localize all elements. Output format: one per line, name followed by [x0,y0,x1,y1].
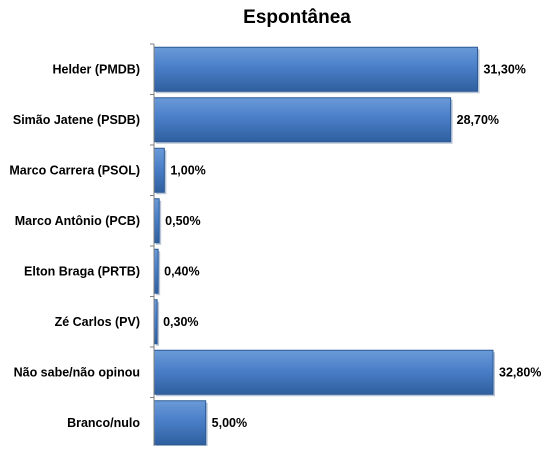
data-label: 0,50% [165,214,200,228]
category-label: Não sabe/não opinou [14,365,140,379]
bar-7 [153,400,207,446]
bar-4 [153,248,159,294]
bar-3 [153,198,160,244]
bars-group: Helder (PMDB) 31,30% Simão Jatene (PSDB) 28… [9,43,541,447]
bar-0 [153,46,478,92]
category-label: Branco/nulo [67,416,140,430]
data-label: 0,40% [164,264,199,278]
chart-title: Espontânea [243,7,351,28]
bar-2 [153,147,165,193]
category-label: Helder (PMDB) [52,62,140,76]
bar-6 [153,349,494,395]
data-label: 5,00% [212,416,247,430]
data-label: 32,80% [499,365,541,379]
data-label: 28,70% [457,113,499,127]
data-label: 0,30% [163,315,198,329]
category-label: Marco Antônio (PCB) [15,214,140,228]
bar-1 [153,97,452,143]
data-label: 1,00% [170,163,205,177]
data-label: 31,30% [483,62,525,76]
category-label: Elton Braga (PRTB) [24,264,140,278]
category-label: Zé Carlos (PV) [55,315,140,329]
category-label: Simão Jatene (PSDB) [13,113,140,127]
category-label: Marco Carrera (PSOL) [9,163,140,177]
